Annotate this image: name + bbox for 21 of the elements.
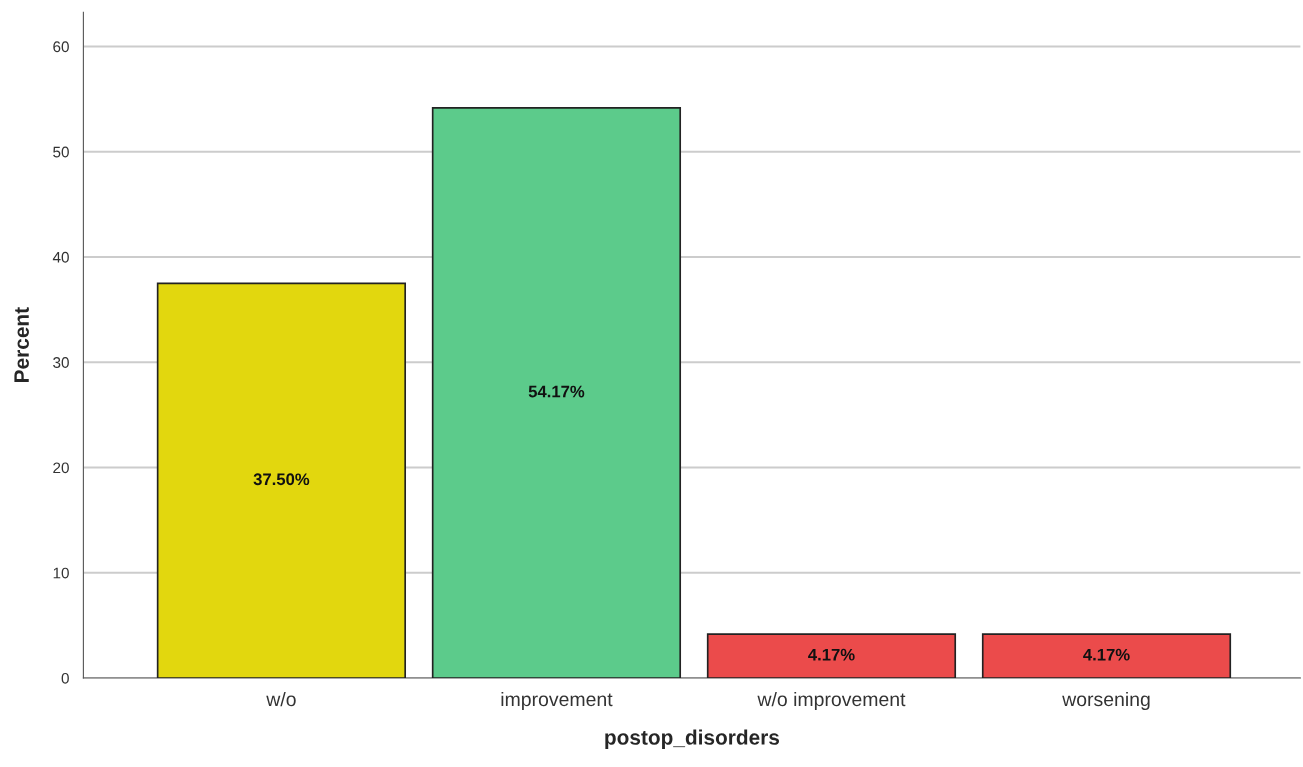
- x-tick-label: improvement: [501, 691, 613, 711]
- bar: [431, 107, 682, 679]
- x-tick-label: w/o improvement: [757, 691, 906, 711]
- y-tick-label: 30: [53, 357, 69, 368]
- x-axis-title: postop_disorders: [605, 729, 780, 749]
- x-tick-label: w/o: [266, 691, 296, 707]
- y-axis-title: Percent: [14, 307, 29, 382]
- bar: [156, 282, 407, 679]
- bar: [981, 633, 1232, 679]
- data-label: 54.17%: [528, 385, 585, 398]
- y-tick-label: 20: [53, 462, 69, 474]
- y-tick-label: 0: [61, 672, 69, 684]
- y-tick-label: 40: [52, 251, 69, 263]
- x-tick-label: worsening: [1062, 691, 1150, 711]
- y-tick-label: 60: [53, 41, 69, 53]
- y-tick-label: 50: [53, 146, 69, 158]
- y-tick-label: 10: [53, 567, 69, 579]
- data-label: 4.17%: [808, 648, 855, 661]
- bar: [706, 633, 957, 679]
- data-label: 37.50%: [253, 473, 310, 486]
- data-label: 4.17%: [1083, 648, 1130, 661]
